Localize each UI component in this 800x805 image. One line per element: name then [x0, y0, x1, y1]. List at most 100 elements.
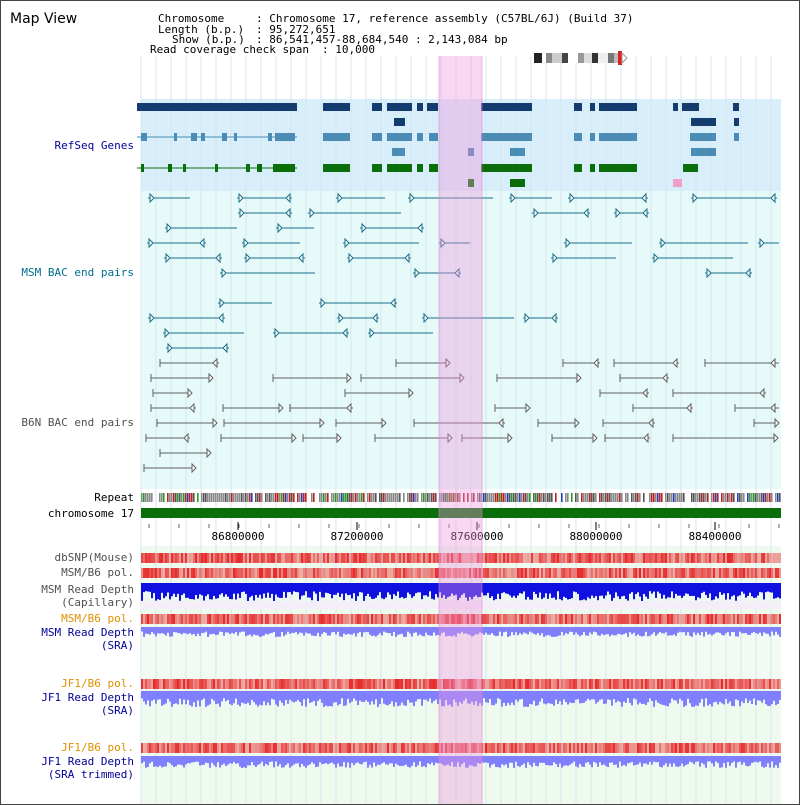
msm-b6-pol-heat — [155, 568, 157, 578]
jf1-depth-trim-bar — [253, 756, 255, 766]
repeat-mark — [541, 493, 543, 502]
track-label-msm-depth-cap[interactable]: MSM Read Depth — [41, 583, 134, 596]
msm-depth-capillary-bar — [523, 583, 525, 592]
track-label-msm-depth-sra[interactable]: MSM Read Depth — [41, 626, 134, 639]
jf1-b6-pol-heat — [747, 679, 749, 689]
dbsnp-heat — [621, 553, 623, 563]
repeat-mark — [261, 493, 263, 502]
jf1-depth-sra-bar — [541, 691, 543, 699]
msm-depth-capillary-bar — [521, 583, 523, 594]
jf1-depth-sra-bar — [339, 691, 341, 705]
msm-b6-pol-heat — [345, 568, 347, 578]
msm-b6-pol-heat — [465, 568, 467, 578]
msm-depth-sra-bar — [531, 627, 533, 633]
track-label-msm-bac[interactable]: MSM BAC end pairs — [21, 266, 134, 279]
repeat-mark — [265, 493, 267, 502]
msm-depth-capillary-bar — [143, 583, 145, 593]
dbsnp-heat — [221, 553, 223, 563]
jf1-depth-trim-bar — [419, 756, 421, 762]
msm-b6-pol-heat — [545, 568, 547, 578]
dbsnp-heat — [409, 553, 411, 563]
track-label-jf1-depth-trim[interactable]: JF1 Read Depth — [41, 755, 134, 768]
msm-b6-pol-heat — [431, 568, 433, 578]
track-label-refseq[interactable]: RefSeq Genes — [54, 139, 134, 152]
jf1-b6-pol-trim-heat — [185, 743, 187, 753]
msm-b6-pol-sra-heat — [195, 614, 197, 624]
jf1-depth-sra-bar — [775, 691, 777, 706]
jf1-b6-pol-heat — [531, 679, 533, 689]
jf1-depth-trim-bar — [501, 756, 503, 765]
msm-depth-sra-bar — [319, 627, 321, 637]
msm-b6-pol-heat — [209, 568, 211, 578]
track-label-repeat[interactable]: Repeat — [94, 491, 134, 504]
msm-b6-pol-sra-heat — [399, 614, 401, 624]
jf1-b6-pol-trim-heat — [373, 743, 375, 753]
ideogram-band — [598, 53, 608, 63]
jf1-b6-pol-trim-heat — [171, 743, 173, 753]
jf1-b6-pol-heat — [545, 679, 547, 689]
jf1-depth-trim-bar — [631, 756, 633, 762]
jf1-b6-pol-heat — [167, 679, 169, 689]
jf1-depth-sra-bar — [695, 691, 697, 706]
jf1-depth-sra-bar — [333, 691, 335, 703]
dbsnp-heat — [247, 553, 249, 563]
msm-depth-sra-bar — [701, 627, 703, 632]
dbsnp-heat — [163, 553, 165, 563]
dbsnp-heat — [283, 553, 285, 563]
msm-depth-capillary-bar — [427, 583, 429, 597]
track-label-jf1-b6-pol-1[interactable]: JF1/B6 pol. — [61, 677, 134, 690]
msm-b6-pol-sra-heat — [375, 614, 377, 624]
msm-depth-sra-bar — [281, 627, 283, 632]
track-label-msm-b6-pol-1[interactable]: MSM/B6 pol. — [61, 566, 134, 579]
jf1-depth-sra-bar — [727, 691, 729, 704]
msm-bac-end — [510, 192, 516, 204]
repeat-mark — [173, 493, 175, 502]
msm-b6-pol-heat — [633, 568, 635, 578]
jf1-depth-trim-bar — [571, 756, 573, 764]
track-label-dbsnp[interactable]: dbSNP(Mouse) — [54, 551, 134, 564]
dbsnp-heat — [401, 553, 403, 563]
msm-b6-pol-sra-heat — [279, 614, 281, 624]
msm-depth-sra-bar — [323, 627, 325, 633]
msm-b6-pol-sra-heat — [755, 614, 757, 624]
jf1-b6-pol-trim-heat — [567, 743, 569, 753]
jf1-depth-sra-bar — [713, 691, 715, 703]
jf1-depth-trim-bar — [229, 756, 231, 764]
repeat-mark — [379, 493, 381, 502]
gene-block — [429, 164, 438, 172]
msm-b6-pol-heat — [579, 568, 581, 578]
msm-depth-capillary-bar — [589, 583, 591, 599]
jf1-depth-trim-bar — [537, 756, 539, 767]
dbsnp-heat — [169, 553, 171, 563]
msm-depth-sra-bar — [409, 627, 411, 634]
jf1-b6-pol-heat — [217, 679, 219, 689]
jf1-depth-sra-bar — [201, 691, 203, 700]
jf1-b6-pol-heat — [541, 679, 543, 689]
msm-b6-pol-sra-heat — [295, 614, 297, 624]
jf1-depth-trim-bar — [753, 756, 755, 763]
jf1-b6-pol-heat — [615, 679, 617, 689]
msm-b6-pol-sra-heat — [201, 614, 203, 624]
jf1-depth-sra-bar — [157, 691, 159, 700]
repeat-mark — [291, 493, 293, 502]
dbsnp-heat — [159, 553, 161, 563]
msm-b6-pol-heat — [355, 568, 357, 578]
msm-depth-sra-bar — [407, 627, 409, 632]
jf1-b6-pol-trim-heat — [615, 743, 617, 753]
repeat-mark — [197, 493, 199, 502]
msm-depth-sra-bar — [641, 627, 643, 637]
msm-depth-sra-bar — [145, 627, 147, 634]
track-label-jf1-b6-pol-2[interactable]: JF1/B6 pol. — [61, 741, 134, 754]
jf1-b6-pol-heat — [451, 679, 453, 689]
track-label-b6n-bac[interactable]: B6N BAC end pairs — [21, 416, 134, 429]
track-label-jf1-depth-sra[interactable]: JF1 Read Depth — [41, 691, 134, 704]
jf1-b6-pol-heat — [357, 679, 359, 689]
jf1-depth-sra-bar — [237, 691, 239, 705]
msm-depth-capillary-bar — [667, 583, 669, 598]
jf1-depth-trim-bar — [683, 756, 685, 767]
jf1-depth-sra-bar — [405, 691, 407, 706]
jf1-depth-trim-bar — [237, 756, 239, 764]
jf1-b6-pol-trim-heat — [721, 743, 723, 753]
track-label-msm-b6-pol-2[interactable]: MSM/B6 pol. — [61, 612, 134, 625]
track-label-jf1-depth-trim-sub: (SRA trimmed) — [47, 768, 134, 781]
